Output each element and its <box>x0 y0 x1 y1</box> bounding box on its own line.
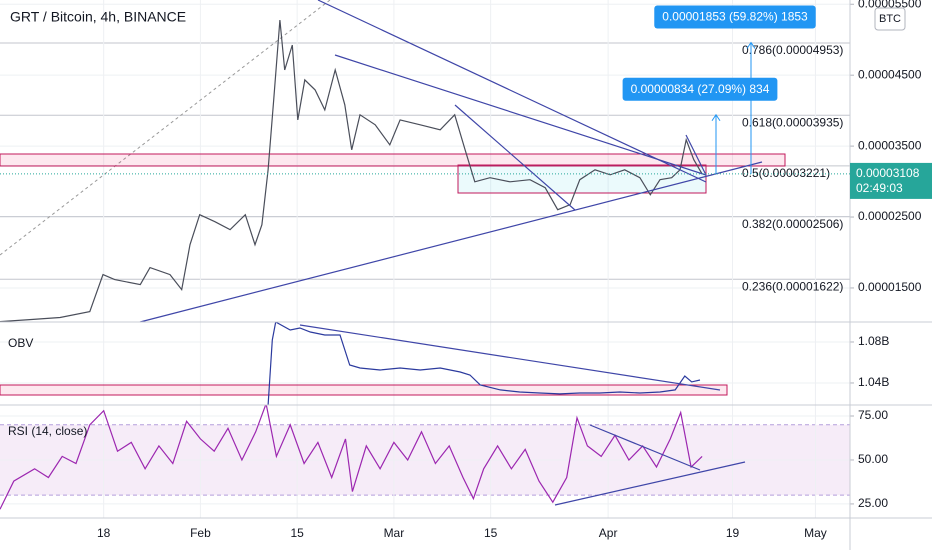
last-price-box <box>850 162 932 199</box>
y-tick-label: 75.00 <box>858 408 888 422</box>
fib-label: 0.786(0.00004953) <box>742 43 843 57</box>
arrow-head <box>746 41 756 49</box>
y-tick-label: 50.00 <box>858 452 888 466</box>
x-tick-label: Feb <box>190 526 211 540</box>
grid <box>0 0 854 518</box>
y-tick-label: 1.04B <box>858 375 889 389</box>
fib-label: 0.618(0.00003935) <box>742 115 843 129</box>
currency-box[interactable] <box>874 7 906 31</box>
measure-box <box>622 77 778 101</box>
x-tick-label: May <box>804 526 827 540</box>
x-tick-label: 19 <box>726 526 740 540</box>
measure-label: 0.00001853 (59.82%) 1853 <box>662 10 808 24</box>
measure-label: 0.00000834 (27.09%) 834 <box>631 82 770 96</box>
measure-box <box>654 5 816 29</box>
chart-title: GRT / Bitcoin, 4h, BINANCE <box>10 9 186 25</box>
y-tick-label: 1.08B <box>858 334 889 348</box>
countdown: 02:49:03 <box>856 181 903 195</box>
y-tick-label: 0.00005500 <box>858 0 922 10</box>
zone <box>0 384 728 396</box>
series-line <box>0 19 703 322</box>
series-line <box>267 322 701 405</box>
series-line <box>0 405 703 510</box>
x-tick-label: 18 <box>97 526 111 540</box>
x-tick-label: Apr <box>599 526 618 540</box>
fib-label: 0.5(0.00003221) <box>742 166 830 180</box>
pane-title: OBV <box>8 336 33 350</box>
y-tick-label: 0.00001500 <box>858 280 922 294</box>
x-tick-label: 15 <box>290 526 304 540</box>
plot <box>0 19 703 510</box>
zone <box>0 153 786 167</box>
y-tick-label: 25.00 <box>858 496 888 510</box>
x-tick-label: Mar <box>384 526 405 540</box>
y-tick-label: 0.00003500 <box>858 138 922 152</box>
arrow-head <box>711 113 721 122</box>
x-tick-label: 15 <box>484 526 498 540</box>
currency: BTC <box>879 13 901 25</box>
trendlines <box>139 0 763 506</box>
pane-title: RSI (14, close) <box>8 424 87 438</box>
fib-label: 0.382(0.00002506) <box>742 217 843 231</box>
y-tick-label: 0.00002500 <box>858 209 922 223</box>
fib-label: 0.236(0.00001622) <box>742 279 843 293</box>
y-tick-label: 0.00004500 <box>858 67 922 81</box>
last-price: 0.00003108 <box>856 166 920 180</box>
